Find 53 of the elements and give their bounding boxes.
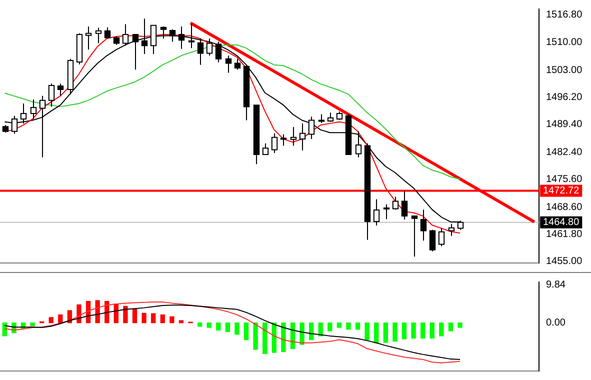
y-tick-label: 9.84 bbox=[546, 280, 566, 291]
bar bbox=[225, 322, 230, 332]
y-tick-label: 1510.00 bbox=[546, 36, 583, 48]
bar bbox=[318, 322, 323, 336]
bar bbox=[448, 322, 454, 332]
bar bbox=[383, 322, 388, 343]
bar bbox=[123, 306, 128, 324]
bar bbox=[336, 322, 342, 328]
bar bbox=[272, 322, 276, 353]
y-tick-label: 1461.80 bbox=[546, 229, 583, 240]
bar bbox=[281, 322, 286, 352]
bar bbox=[308, 322, 314, 340]
y-tick-label: 1475.60 bbox=[546, 174, 583, 186]
ref-line-label: 1472.72 bbox=[543, 186, 580, 196]
bar bbox=[160, 314, 165, 324]
bar bbox=[132, 309, 138, 324]
bar bbox=[244, 322, 249, 340]
y-tick-label: 0.00 bbox=[546, 318, 566, 329]
bar bbox=[439, 322, 444, 336]
y-tick-label: 1455.00 bbox=[546, 256, 583, 268]
y-tick-label: 1489.40 bbox=[546, 118, 583, 130]
bar bbox=[420, 322, 426, 339]
bar bbox=[374, 322, 379, 344]
bar bbox=[411, 322, 416, 339]
y-tick-label: 1496.20 bbox=[546, 92, 583, 103]
bar bbox=[234, 322, 240, 335]
bar bbox=[206, 322, 212, 328]
y-tick-label: 1516.80 bbox=[546, 10, 583, 21]
bar bbox=[430, 322, 434, 339]
bar bbox=[151, 313, 156, 324]
bar bbox=[142, 312, 146, 324]
bar bbox=[170, 316, 174, 324]
y-tick-label: 1468.60 bbox=[546, 202, 583, 213]
y-tick-label: 1482.40 bbox=[546, 146, 583, 158]
bar bbox=[346, 322, 351, 330]
bar bbox=[95, 300, 100, 324]
bar bbox=[178, 320, 184, 324]
bar bbox=[253, 322, 258, 350]
y-tick-label: 1503.00 bbox=[546, 64, 583, 76]
bar bbox=[262, 322, 268, 354]
bar bbox=[355, 322, 360, 330]
bar bbox=[2, 322, 7, 336]
bar bbox=[458, 322, 462, 328]
bar bbox=[402, 322, 407, 340]
bar bbox=[58, 314, 63, 324]
ref-line-label: 1464.80 bbox=[543, 217, 580, 228]
bar bbox=[364, 322, 370, 340]
bar bbox=[197, 322, 202, 327]
bar bbox=[392, 322, 398, 342]
bar bbox=[216, 322, 221, 330]
bar bbox=[48, 317, 54, 324]
bar bbox=[328, 322, 332, 332]
bar bbox=[30, 322, 35, 326]
